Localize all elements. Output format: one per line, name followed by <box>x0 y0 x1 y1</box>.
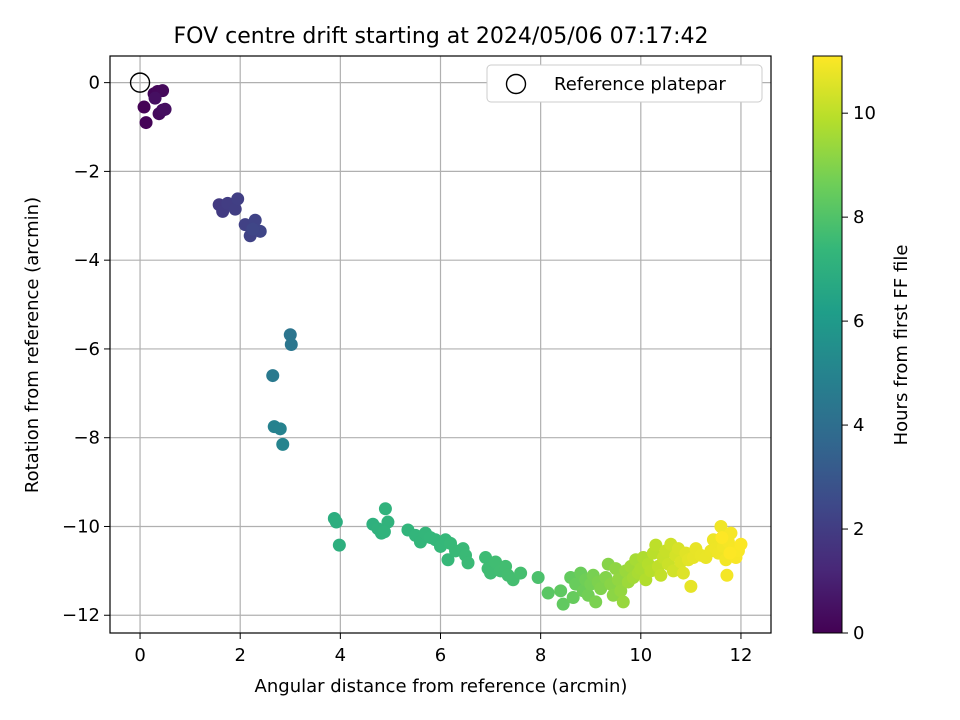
data-point <box>441 553 455 567</box>
y-tick-label: −2 <box>73 161 100 182</box>
data-point <box>616 595 630 609</box>
x-tick-label: 0 <box>134 645 145 666</box>
scatter-points <box>137 84 748 611</box>
data-point <box>676 566 690 580</box>
data-point <box>514 566 528 580</box>
data-point <box>228 202 242 216</box>
data-point <box>231 192 245 206</box>
data-point <box>666 564 680 578</box>
data-point <box>139 116 153 130</box>
data-point <box>614 584 628 598</box>
data-point <box>594 582 608 596</box>
y-axis-label: Rotation from reference (arcmin) <box>22 197 43 493</box>
data-point <box>589 595 603 609</box>
legend: Reference platepar <box>486 64 763 103</box>
colorbar-tick-label: 4 <box>853 415 864 436</box>
chart-title: FOV centre drift starting at 2024/05/06 … <box>174 24 709 49</box>
reference-marker-layer <box>129 72 151 93</box>
colorbar-tick-label: 6 <box>853 311 864 332</box>
data-point <box>649 538 663 552</box>
y-axis-ticks: 0 −2 −4 −6 −8 −10 −12 <box>62 73 110 626</box>
data-point <box>148 91 162 105</box>
data-point <box>246 222 260 236</box>
data-point <box>461 556 475 570</box>
data-point <box>554 584 568 598</box>
colorbar <box>812 55 843 634</box>
data-point <box>273 422 287 436</box>
legend-box <box>486 64 763 103</box>
data-point <box>684 579 698 593</box>
data-point <box>715 531 729 545</box>
data-point <box>276 437 290 451</box>
y-tick-label: 0 <box>89 73 100 94</box>
reference-platepar-marker <box>129 72 151 93</box>
data-point <box>734 537 748 551</box>
colorbar-label: Hours from first FF file <box>891 245 912 446</box>
colorbar-tick-label: 8 <box>853 207 864 228</box>
data-point <box>484 566 498 580</box>
y-tick-label: −4 <box>73 250 100 271</box>
data-point <box>479 551 493 565</box>
data-point <box>137 100 151 114</box>
data-point <box>609 562 623 576</box>
x-axis-ticks: 0 2 4 6 8 10 12 <box>134 633 752 666</box>
data-point <box>284 338 298 351</box>
x-axis-label: Angular distance from reference (arcmin) <box>255 676 628 697</box>
data-point <box>541 586 555 600</box>
data-point <box>329 515 343 529</box>
x-tick-label: 6 <box>435 645 446 666</box>
legend-reference-marker <box>505 73 527 95</box>
x-tick-label: 2 <box>234 645 245 666</box>
data-point <box>381 515 395 529</box>
y-tick-label: −6 <box>73 339 100 360</box>
data-point <box>158 102 172 116</box>
data-point <box>723 546 737 560</box>
data-point <box>566 590 580 604</box>
data-point <box>654 568 668 582</box>
data-point <box>611 573 625 587</box>
y-tick-label: −10 <box>62 516 100 537</box>
data-point <box>531 571 545 585</box>
colorbar-tick-label: 2 <box>853 519 864 540</box>
grid-lines <box>110 56 771 633</box>
colorbar-tick-label: 0 <box>853 623 864 644</box>
x-tick-label: 4 <box>335 645 346 666</box>
data-point <box>377 525 391 539</box>
data-point <box>720 568 734 582</box>
y-tick-label: −12 <box>62 605 100 626</box>
data-point <box>332 538 346 552</box>
x-tick-label: 12 <box>730 645 753 666</box>
data-point <box>266 369 280 383</box>
x-tick-label: 10 <box>629 645 652 666</box>
data-point <box>283 328 297 342</box>
data-point <box>378 502 392 516</box>
legend-label: Reference platepar <box>554 74 726 95</box>
data-point <box>556 597 570 611</box>
colorbar-tick-label: 10 <box>853 103 876 124</box>
x-tick-label: 8 <box>535 645 546 666</box>
data-point <box>714 519 728 533</box>
y-tick-label: −8 <box>73 428 100 449</box>
colorbar-ticks: 0 2 4 6 8 10 <box>842 103 876 644</box>
